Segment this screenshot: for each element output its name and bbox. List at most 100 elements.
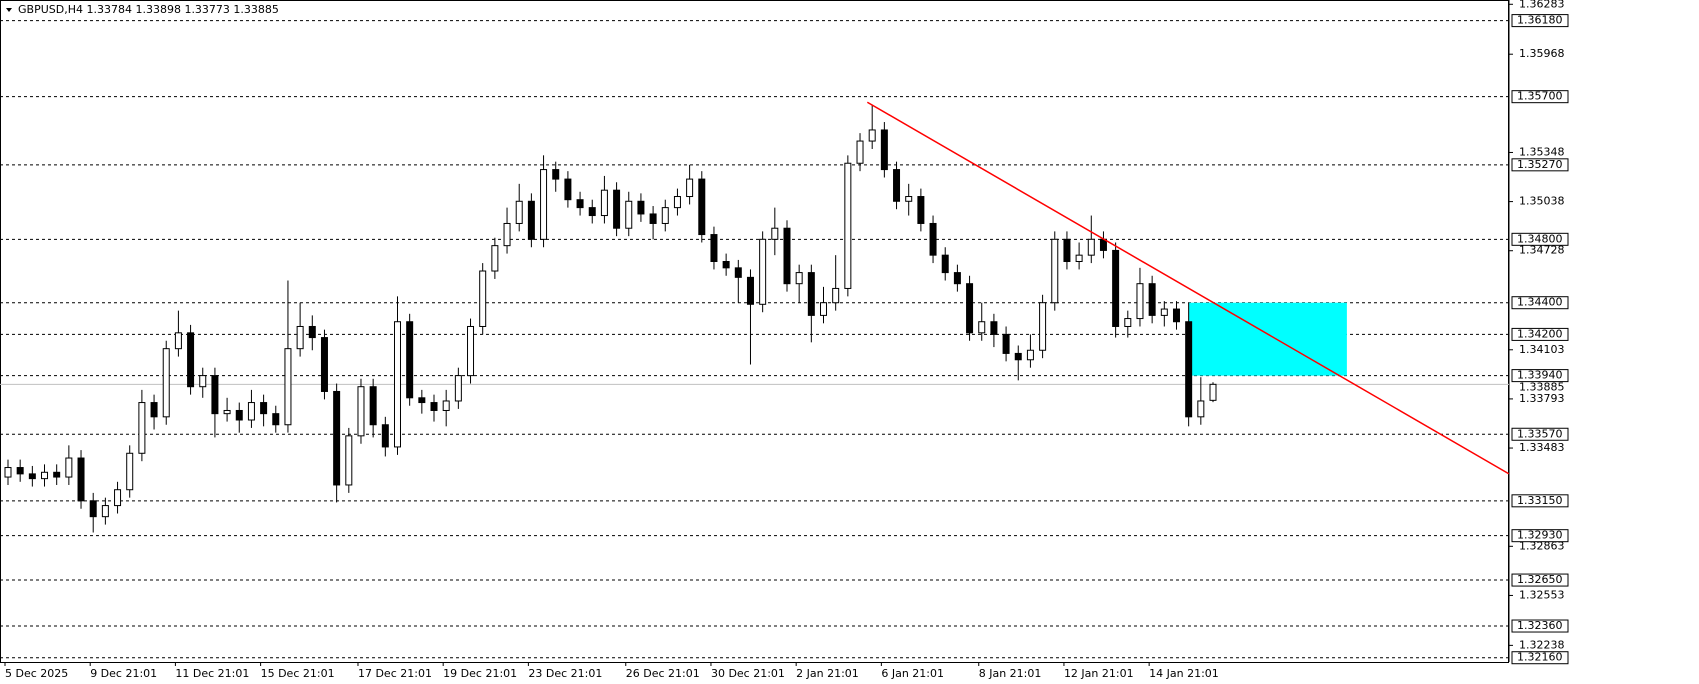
- candle-body: [552, 169, 560, 180]
- x-tick-label: 23 Dec 21:01: [528, 667, 602, 680]
- candle-body: [540, 169, 548, 240]
- candle-body: [746, 276, 754, 305]
- x-tick-label: 30 Dec 21:01: [711, 667, 785, 680]
- candle-body: [941, 254, 949, 274]
- candle-body: [771, 227, 779, 240]
- candle-body: [844, 162, 852, 289]
- candle-body: [1209, 383, 1217, 401]
- y-tick-label: 1.35348: [1519, 145, 1565, 158]
- x-tick-label: 9 Dec 21:01: [90, 667, 157, 680]
- candle-body: [53, 471, 61, 478]
- candle-body: [430, 402, 438, 411]
- y-tick-label: 1.36283: [1519, 0, 1565, 10]
- y-tick-label: 1.32238: [1519, 638, 1565, 651]
- y-tick-label: 1.35968: [1519, 47, 1565, 60]
- candle-body: [1148, 283, 1156, 316]
- candle-body: [990, 321, 998, 335]
- level-label-box: [1511, 14, 1569, 28]
- candle-body: [211, 375, 219, 415]
- level-label-box: [1511, 158, 1569, 172]
- candle-body: [150, 402, 158, 418]
- candle-body: [856, 140, 864, 164]
- candle-body: [698, 178, 706, 236]
- x-tick-label: 15 Dec 21:01: [261, 667, 335, 680]
- candle-body: [576, 199, 584, 209]
- candle-body: [1112, 249, 1120, 327]
- x-tick-label: 26 Dec 21:01: [626, 667, 700, 680]
- candle-body: [174, 332, 182, 350]
- x-tick-label: 5 Dec 2025: [5, 667, 68, 680]
- candle-body: [564, 178, 572, 201]
- level-label: 1.34200: [1517, 327, 1563, 340]
- candle-body: [126, 452, 134, 491]
- level-label: 1.33150: [1517, 494, 1563, 507]
- y-tick-label: 1.35038: [1519, 195, 1565, 208]
- candle-body: [686, 178, 694, 198]
- y-tick-label: 1.33793: [1519, 392, 1565, 405]
- candle-body: [1075, 254, 1083, 263]
- candle-body: [442, 400, 450, 411]
- candle-body: [162, 348, 170, 418]
- candle-body: [381, 424, 389, 448]
- level-label: 1.35270: [1517, 158, 1563, 171]
- candle-body: [1124, 318, 1132, 327]
- level-label: 1.32650: [1517, 573, 1563, 586]
- candle-body: [953, 272, 961, 285]
- candle-body: [1087, 238, 1095, 256]
- level-label: 1.32160: [1517, 651, 1563, 664]
- candle-body: [600, 189, 608, 217]
- x-tick-label: 11 Dec 21:01: [175, 667, 249, 680]
- y-tick-label: 1.34103: [1519, 343, 1565, 356]
- level-label: 1.33940: [1517, 369, 1563, 382]
- candle-body: [1014, 352, 1022, 361]
- candle-body: [41, 471, 49, 480]
- candle-body: [333, 390, 341, 486]
- level-label: 1.32930: [1517, 529, 1563, 542]
- candle-body: [406, 321, 414, 399]
- candle-body: [345, 435, 353, 486]
- y-tick-label: 1.32553: [1519, 588, 1565, 601]
- candle-body: [272, 413, 280, 426]
- candle-body: [4, 467, 12, 478]
- candle-body: [393, 321, 401, 448]
- level-label-box: [1511, 573, 1569, 587]
- candle-body: [613, 189, 621, 229]
- candle-body: [820, 302, 828, 316]
- level-label-box: [1511, 427, 1569, 441]
- x-tick-label: 19 Dec 21:01: [443, 667, 517, 680]
- candle-body: [1160, 308, 1168, 316]
- candle-body: [807, 272, 815, 316]
- candle-body: [832, 287, 840, 304]
- candle-body: [357, 386, 365, 437]
- candle-body: [661, 207, 669, 224]
- candle-body: [114, 489, 122, 507]
- level-label-box: [1511, 619, 1569, 633]
- candle-body: [929, 222, 937, 256]
- level-label: 1.32360: [1517, 619, 1563, 632]
- candle-body: [199, 375, 207, 388]
- current-price-label: 1.33885: [1519, 380, 1565, 393]
- menu-arrow[interactable]: [6, 8, 12, 12]
- candle-body: [247, 402, 255, 421]
- candle-body: [722, 261, 730, 269]
- y-tick-label: 1.32863: [1519, 539, 1565, 552]
- level-label: 1.36180: [1517, 14, 1563, 27]
- level-label-box: [1511, 529, 1569, 543]
- x-tick-label: 17 Dec 21:01: [358, 667, 432, 680]
- candle-body: [369, 386, 377, 426]
- candle-body: [320, 337, 328, 392]
- candle-body: [637, 200, 645, 215]
- candle-body: [515, 200, 523, 224]
- y-tick-label: 1.33483: [1519, 441, 1565, 454]
- candle-body: [1063, 238, 1071, 263]
- candle-body: [284, 348, 292, 426]
- candle-body: [138, 402, 146, 454]
- level-label-box: [1511, 327, 1569, 341]
- candle-body: [527, 200, 535, 240]
- trendline: [866, 101, 1510, 475]
- candle-body: [503, 222, 511, 247]
- candle-body: [454, 375, 462, 402]
- candle-body: [880, 129, 888, 171]
- level-label: 1.33570: [1517, 427, 1563, 440]
